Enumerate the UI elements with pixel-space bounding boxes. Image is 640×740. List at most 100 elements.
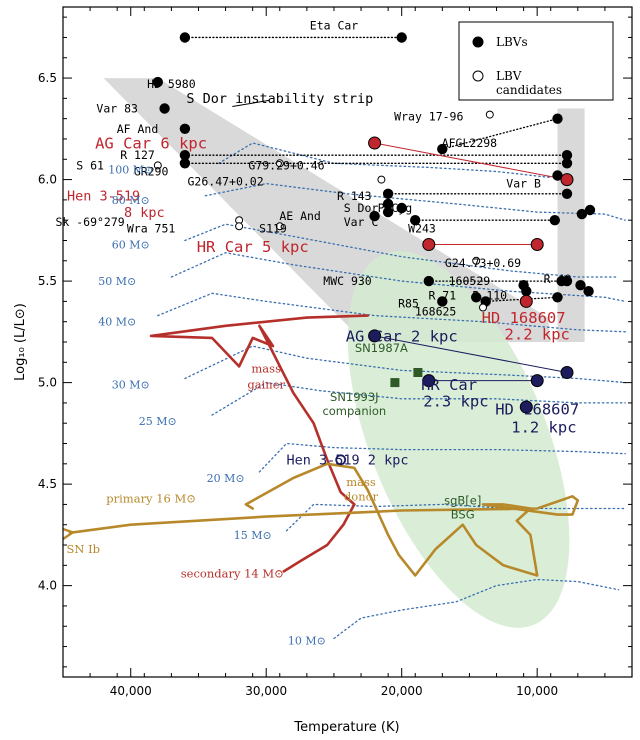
mass-track-label-10-m: 10 M⊙ <box>288 635 326 648</box>
annotation-g79-29-0-46-8: G79.29+0.46 <box>248 158 324 172</box>
point-lbvs-1 <box>396 32 407 43</box>
mass-track-label-30-m: 30 M⊙ <box>112 379 150 392</box>
annotation-var-b-12: Var B <box>506 177 541 191</box>
annotation-gr290-9: GR290 <box>134 165 169 179</box>
annotation-168625-33: 168625 <box>415 305 457 319</box>
point-lbvs-21 <box>576 208 588 220</box>
annotation-sn1987a-37: SN1987A <box>355 341 408 355</box>
mass-track-label-40-m: 40 M⊙ <box>98 316 136 329</box>
point-lbvs-3 <box>159 103 170 114</box>
point-lbv-candidates-5 <box>235 222 244 231</box>
annotation-af-and-4: AF And <box>117 122 159 136</box>
annotation-r-110-31: R 110 <box>472 288 507 302</box>
mass-labels-layer: 100 M⊙ 80 M⊙ 60 M⊙ 50 M⊙ 40 M⊙ 30 M⊙ 25 M⊙ 20 M… <box>98 163 326 647</box>
annotation-donor-48: donor <box>344 489 379 503</box>
annotation-hen-3-519-14: Hen 3-519 <box>67 189 140 205</box>
point-lbvs-17 <box>382 206 394 218</box>
mass-track-10-m <box>333 578 620 640</box>
mass-track-100-m <box>218 142 552 179</box>
point-lbvs-5 <box>179 150 191 161</box>
mass-track-50-m <box>170 252 626 303</box>
mass-track-label-15-m: 15 M⊙ <box>234 529 272 542</box>
mass-track-40-m <box>157 292 626 333</box>
mass-track-20-m <box>258 442 626 473</box>
point-lbvs-15 <box>382 198 394 210</box>
point-lbv-candidates-0 <box>485 110 494 119</box>
legend-label-1-0: LBV <box>496 69 522 83</box>
annotation-hr-car-5-kpc-25: HR Car 5 kpc <box>197 238 309 256</box>
point-lbvs-16 <box>396 202 407 214</box>
point-ag-car-hr-car-hen-3-519-hd-168607-red-0 <box>368 136 382 150</box>
points-layer <box>152 32 596 466</box>
point-ag-car-hr-car-hen-3-519-hd-168607-red-2 <box>422 238 436 251</box>
annotation-hd-168607-34: HD 168607 <box>482 309 566 327</box>
point-lbvs-20 <box>549 215 560 226</box>
annotation-mass-47: mass <box>346 475 376 489</box>
point-ag-car-hr-car-hen-3-519-hd-168607-red-4 <box>519 294 533 308</box>
y-axis-label: Log₁₀ (L/L⊙) <box>13 303 28 381</box>
annotation-160529-28: 160529 <box>449 274 491 288</box>
annotation-s-dor-17: S Dor <box>344 201 379 215</box>
annotation-s119-24: S119 <box>259 221 287 235</box>
point-lbvs-2 <box>152 76 163 88</box>
point-lbvs-31 <box>471 292 482 303</box>
annotation-hr-car-40: HR Car <box>421 376 477 394</box>
point-ag-car-hr-car-hen-3-519-hd-168607-blue-0 <box>368 329 382 343</box>
annotation-companion-43: companion <box>322 404 386 418</box>
evolution-tracks-layer <box>70 314 580 577</box>
mass-track-15-m <box>285 503 626 532</box>
point-lbvs-0 <box>179 32 191 43</box>
legend-label-0-0: LBVs <box>496 35 528 49</box>
annotation-eta-car-0: Eta Car <box>310 18 359 32</box>
annotation-r-143-16: R 143 <box>337 189 372 203</box>
legend-box <box>458 21 614 101</box>
point-lbv-candidates-8 <box>472 256 481 265</box>
annotation-g24-73-0-69-26: G24.73+0.69 <box>445 256 521 270</box>
annotation-gainer-39: gainer <box>247 378 285 392</box>
annotation-1-2-kpc-45: 1.2 kpc <box>511 419 576 437</box>
point-lbvs-18 <box>369 210 380 222</box>
y-tick-label-4.5: 4.5 <box>38 477 57 491</box>
annotation-s-61-7: S 61 <box>76 158 104 172</box>
x-tick-label-30000: 30,000 <box>245 684 287 698</box>
annotation-s-dor-instability-strip-3: S Dor instability strip <box>186 91 373 107</box>
point-lbv-candidates-1 <box>153 161 162 170</box>
annotation-ag-car-2-kpc-36: AG Car 2 kpc <box>346 327 458 345</box>
point-ag-car-hr-car-hen-3-519-hd-168607-blue-1 <box>560 366 574 379</box>
x-axis-label: Temperature (K) <box>293 720 399 735</box>
y-tick-label-6.5: 6.5 <box>38 71 57 85</box>
x-tick-label-40000: 40,000 <box>110 684 152 698</box>
point-ag-car-hr-car-hen-3-519-hd-168607-blue-2 <box>422 374 436 388</box>
mass-track-label-50-m: 50 M⊙ <box>98 275 136 288</box>
annotation-wray-17-96-10: Wray 17-96 <box>394 110 463 124</box>
annotation-afgl2298-11: AFGL2298 <box>442 136 497 150</box>
mass-track-label-60-m: 60 M⊙ <box>112 239 150 252</box>
point-sn1987a-sn1993j-companion-1 <box>390 378 400 388</box>
evolution-track-secondary-14-m <box>282 503 356 573</box>
annotation-wra-751-23: Wra 751 <box>127 221 176 235</box>
annotation-primary-16-m-51: primary 16 M⊙ <box>106 491 196 505</box>
connector-10 <box>374 335 568 373</box>
evolution-track-mass-gainer <box>149 314 370 506</box>
annotation-2-2-kpc-35: 2.2 kpc <box>505 325 570 343</box>
annotation-8-kpc-15: 8 kpc <box>124 205 165 221</box>
point-lbv-candidates-3 <box>377 175 386 184</box>
point-ag-car-hr-car-hen-3-519-hd-168607-red-3 <box>530 238 544 251</box>
point-ag-car-hr-car-hen-3-519-hd-168607-blue-4 <box>519 400 533 414</box>
point-lbvs-8 <box>437 143 448 155</box>
point-lbvs-12 <box>552 170 563 181</box>
annotation-sk-69-279-20: Sk -69°279 <box>55 215 124 229</box>
y-tick-label-5: 5.0 <box>38 376 57 390</box>
point-lbv-candidates-6 <box>275 222 284 231</box>
annotation-r-40-29: R 40 <box>544 272 572 286</box>
point-sn1987a-sn1993j-companion-0 <box>413 368 423 377</box>
point-lbvs-4 <box>179 123 191 134</box>
point-lbvs-9 <box>552 113 563 124</box>
mass-tracks-layer <box>157 142 626 640</box>
legend-marker-0 <box>472 36 484 48</box>
mass-track-60-m <box>184 223 620 278</box>
annotation-hen-3-519-2-kpc-46: Hen 3-519 2 kpc <box>287 453 409 469</box>
point-lbvs-25 <box>521 286 532 297</box>
annotation-hd-5980-1: HD 5980 <box>147 77 196 91</box>
